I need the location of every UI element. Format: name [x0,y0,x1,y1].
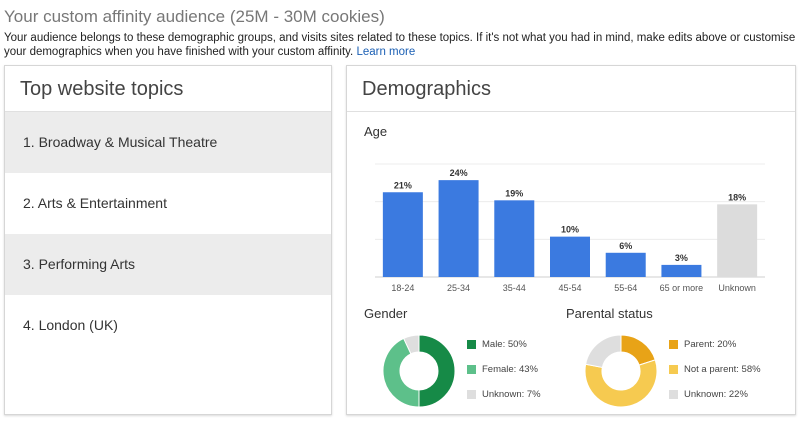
gender-chart-title: Gender [364,306,408,321]
topics-card: Top website topics 1. Broadway & Musical… [4,65,332,415]
age-bar [550,236,590,277]
topics-list: 1. Broadway & Musical Theatre 2. Arts & … [5,112,331,356]
audience-description-text: Your audience belongs to these demograph… [4,32,796,58]
age-bar-value-label: 24% [450,168,468,178]
age-bar-value-label: 6% [619,241,632,251]
parental-donut-chart [584,334,658,408]
parental-legend-item: Unknown: 22% [669,386,761,402]
parental-slice [620,334,656,366]
gender-donut-chart [382,334,456,408]
parental-legend-label: Parent: 20% [684,338,737,350]
age-tick-label: 18-24 [391,283,414,293]
gender-legend-label: Female: 43% [482,363,538,375]
parental-slice [585,334,622,369]
demographics-card-title: Demographics [347,66,795,112]
gender-legend: Male: 50% Female: 43% Unknown: 7% [467,336,541,411]
gender-legend-item: Unknown: 7% [467,386,541,402]
age-bar [438,180,479,277]
gender-legend-label: Unknown: 7% [482,388,541,400]
gender-legend-swatch [467,339,476,349]
audience-description: Your audience belongs to these demograph… [4,31,796,59]
gender-legend-swatch [467,364,476,374]
parental-legend-item: Not a parent: 58% [669,361,761,377]
gender-legend-item: Female: 43% [467,361,541,377]
gender-slice [403,334,420,355]
learn-more-link[interactable]: Learn more [356,46,416,58]
parental-legend: Parent: 20% Not a parent: 58% Unknown: 22% [669,336,761,411]
age-bar [494,200,535,277]
topic-item: 2. Arts & Entertainment [23,195,167,211]
gender-slice [418,334,456,408]
parental-legend-item: Parent: 20% [669,336,761,352]
age-bar [717,204,758,277]
audience-header: Your custom affinity audience (25M - 30M… [4,6,796,59]
parental-legend-swatch [669,364,678,374]
age-chart-title: Age [364,124,388,139]
parental-legend-label: Not a parent: 58% [684,363,761,375]
gender-legend-item: Male: 50% [467,336,541,352]
age-bar [661,264,702,277]
demographics-card: Demographics Age 21% 18-24 24% 25-34 19% 35-4… [346,65,796,415]
parental-legend-swatch [669,339,678,349]
topic-item: 1. Broadway & Musical Theatre [5,112,331,173]
age-bar-chart: 21% 18-24 24% 25-34 19% 35-44 10% 45-54 6% 55-64 3… [375,163,765,293]
age-tick-label: 25-34 [447,283,470,293]
age-bar-value-label: 19% [505,188,523,198]
age-bar-value-label: 21% [394,180,412,190]
age-tick-label: 65 or more [660,283,704,293]
age-bar [382,192,423,277]
age-bar [605,252,646,277]
topic-item: 4. London (UK) [23,317,118,333]
age-tick-label: 45-54 [558,283,581,293]
audience-title: Your custom affinity audience (25M - 30M… [4,7,385,26]
gender-slice [382,337,420,408]
gender-legend-label: Male: 50% [482,338,527,350]
topics-card-title: Top website topics [5,66,331,112]
age-tick-label: 35-44 [503,283,526,293]
parental-chart-title: Parental status [566,306,653,321]
age-bar-value-label: 10% [561,225,579,235]
age-tick-label: Unknown [718,283,756,293]
topic-item: 3. Performing Arts [5,234,331,295]
age-bar-value-label: 18% [728,192,746,202]
gender-legend-swatch [467,389,476,399]
age-tick-label: 55-64 [614,283,637,293]
parental-legend-swatch [669,389,678,399]
parental-legend-label: Unknown: 22% [684,388,748,400]
age-bar-value-label: 3% [675,253,688,263]
parental-slice [584,359,658,408]
